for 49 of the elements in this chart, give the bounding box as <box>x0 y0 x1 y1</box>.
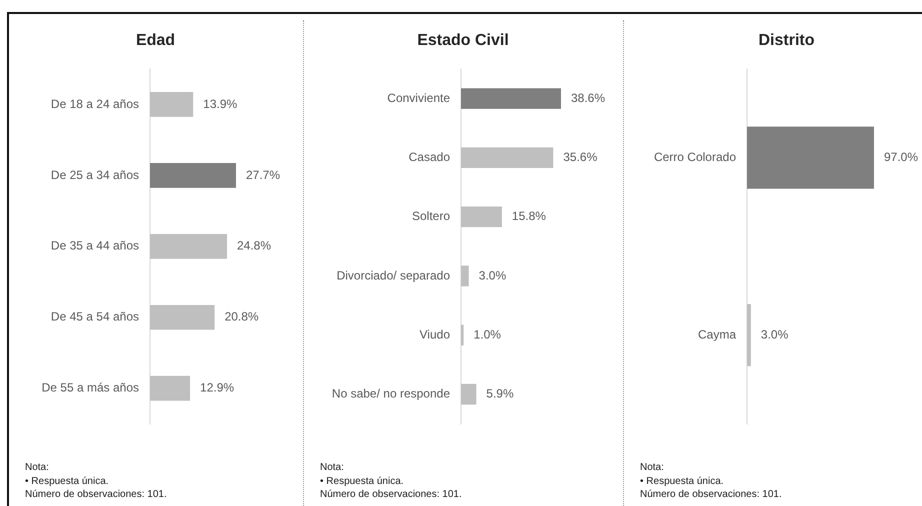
data-label: 12.9% <box>200 380 234 395</box>
bar <box>461 384 476 405</box>
y-tick-label: Cerro Colorado <box>654 150 736 164</box>
y-tick-label: Divorciado/ separado <box>336 268 450 282</box>
bar <box>461 266 469 286</box>
data-label: 27.7% <box>246 168 280 182</box>
y-tick-label: De 25 a 34 años <box>50 168 139 182</box>
bar <box>461 88 561 109</box>
chart-title: Edad <box>136 31 176 50</box>
y-tick-label: Casado <box>408 150 450 164</box>
chart-title: Estado Civil <box>417 31 509 50</box>
data-label: 15.8% <box>512 209 546 224</box>
y-tick-label: De 55 a más años <box>42 380 139 395</box>
data-label: 97.0% <box>884 150 918 164</box>
bar <box>150 376 190 401</box>
data-label: 3.0% <box>760 327 789 342</box>
text: Nota: <box>320 461 344 474</box>
text: Número de observaciones: 101. <box>640 488 782 502</box>
bar <box>150 163 236 188</box>
text: Nota: <box>640 461 664 474</box>
data-label: 24.8% <box>236 238 272 253</box>
y-tick-label: Viudo <box>420 327 450 342</box>
bar <box>150 304 215 330</box>
chart-title: Distrito <box>758 31 814 50</box>
data-label: 5.9% <box>486 386 514 401</box>
y-tick-label: De 35 a 44 años <box>50 238 139 253</box>
y-tick-label: Soltero <box>412 209 450 224</box>
data-label: 3.0% <box>478 268 506 282</box>
data-label: 1.0% <box>474 327 502 342</box>
bar <box>150 92 194 117</box>
y-tick-label: De 18 a 24 años <box>50 96 139 111</box>
text: • Respuesta única. <box>640 474 724 488</box>
data-label: 20.8% <box>224 310 259 324</box>
bar <box>461 324 464 346</box>
bar <box>150 234 227 259</box>
y-tick-label: Cayma <box>698 327 736 342</box>
text: • Respuesta única. <box>320 474 404 488</box>
text: Número de observaciones: 101. <box>320 488 462 502</box>
text: Número de observaciones: 101. <box>25 488 167 502</box>
y-tick-label: De 45 a 54 años <box>50 310 139 324</box>
y-tick-label: No sabe/ no responde <box>332 386 450 401</box>
data-label: 38.6% <box>571 90 606 105</box>
text: Nota: <box>25 461 49 474</box>
text: • Respuesta única. <box>25 474 109 488</box>
bar <box>461 147 554 168</box>
bar <box>461 206 502 228</box>
data-label: 13.9% <box>203 96 238 111</box>
y-tick-label: Conviviente <box>387 90 450 105</box>
data-label: 35.6% <box>563 150 598 164</box>
